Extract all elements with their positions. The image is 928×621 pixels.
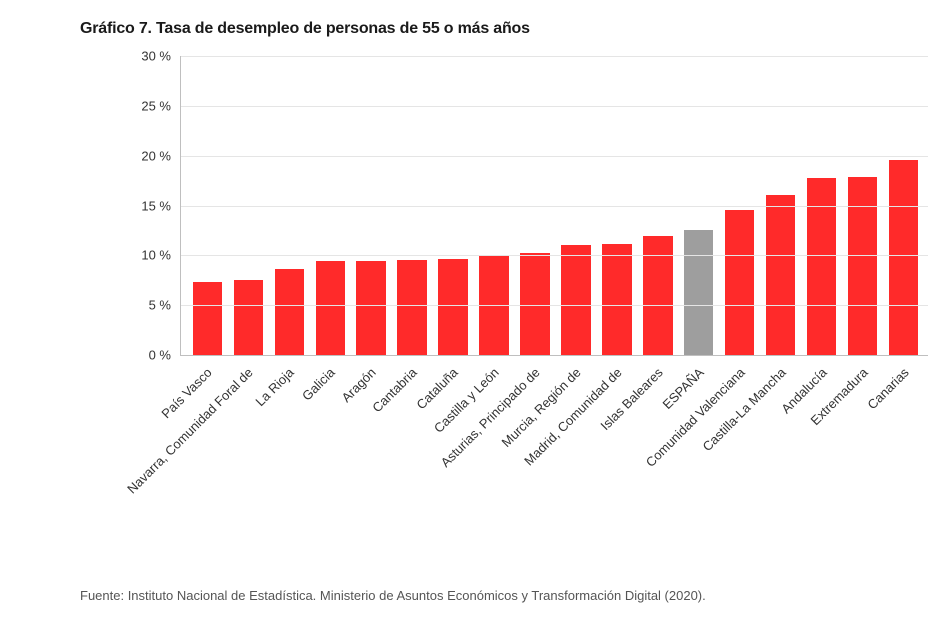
x-tick-label: Galicia — [299, 362, 341, 404]
y-tick-label: 0 % — [149, 348, 181, 363]
y-tick-label: 20 % — [141, 148, 181, 163]
y-tick-label: 15 % — [141, 198, 181, 213]
bar — [275, 269, 304, 355]
bar — [643, 236, 672, 355]
bar — [356, 261, 385, 355]
gridline — [181, 206, 928, 207]
bar — [561, 245, 590, 355]
y-tick-label: 5 % — [149, 298, 181, 313]
chart-wrap: 0 %5 %10 %15 %20 %25 %30 % País VascoNav… — [130, 56, 928, 376]
chart-title: Gráfico 7. Tasa de desempleo de personas… — [80, 20, 898, 38]
source-caption: Fuente: Instituto Nacional de Estadístic… — [80, 588, 706, 603]
gridline — [181, 106, 928, 107]
bar — [807, 178, 836, 355]
gridline — [181, 305, 928, 306]
x-tick-label: La Rioja — [252, 362, 299, 409]
gridline — [181, 156, 928, 157]
bar — [397, 260, 426, 355]
y-tick-label: 30 % — [141, 49, 181, 64]
bar — [234, 280, 263, 355]
bar — [889, 160, 918, 355]
bar — [766, 195, 795, 355]
plot-area: 0 %5 %10 %15 %20 %25 %30 % — [180, 56, 928, 356]
gridline — [181, 255, 928, 256]
bar — [725, 210, 754, 356]
y-tick-label: 10 % — [141, 248, 181, 263]
bar — [684, 230, 713, 355]
y-tick-label: 25 % — [141, 98, 181, 113]
bar — [193, 282, 222, 355]
gridline — [181, 56, 928, 57]
bar — [316, 261, 345, 355]
chart-container: Gráfico 7. Tasa de desempleo de personas… — [0, 0, 928, 621]
bar — [438, 259, 467, 355]
bar — [848, 177, 877, 355]
bar — [602, 244, 631, 355]
